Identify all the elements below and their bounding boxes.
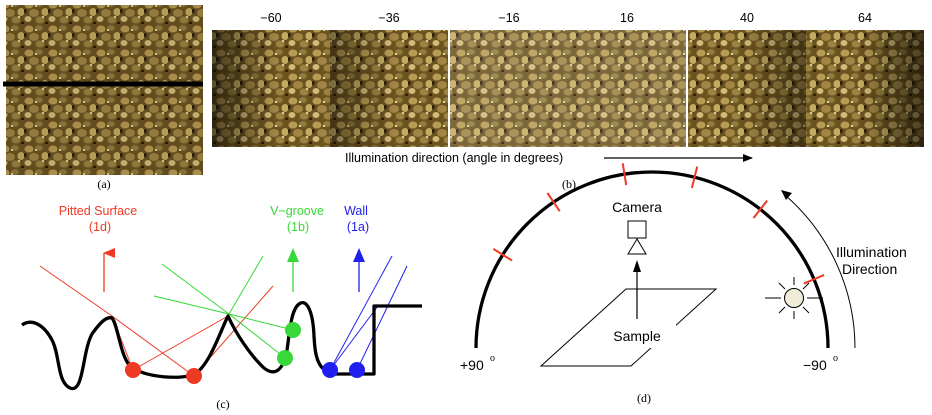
- illumination-label-line1: Illumination: [836, 244, 907, 260]
- vgroove-title: V−groove: [270, 204, 324, 218]
- illumination-angle-label: 40: [740, 11, 754, 25]
- illumination-arc: [474, 170, 830, 349]
- vgroove-highlight-dot: [277, 350, 293, 366]
- illumination-angle-label: −60: [260, 11, 281, 25]
- arc-tick: [546, 192, 561, 212]
- panel-b-caption: (b): [562, 177, 576, 191]
- pitted-surface-title: Pitted Surface: [59, 204, 138, 218]
- vgroove-ref: (1b): [287, 220, 309, 234]
- illumination-angle-label: −16: [498, 11, 519, 25]
- panel-c-caption: (c): [216, 397, 229, 411]
- pitted-surface-ref: (1d): [89, 220, 111, 234]
- illumination-angle-label: 64: [858, 11, 872, 25]
- illumination-thumbnail: 64: [806, 11, 924, 147]
- panel-b: −60 −36 −16 16 40 64 Illumination direction (…: [212, 11, 924, 191]
- sample-label: Sample: [613, 328, 661, 344]
- illumination-thumbnail: −16: [450, 11, 568, 147]
- illumination-thumbnail: −60: [212, 11, 330, 147]
- illumination-thumbnail: 16: [568, 11, 686, 147]
- vgroove-highlight-dot: [285, 322, 301, 338]
- illumination-direction-arrow: [784, 194, 856, 349]
- wall-highlight-dot: [322, 362, 338, 378]
- panel-a-caption: (a): [97, 177, 110, 191]
- camera-label: Camera: [612, 199, 662, 215]
- arc-tick: [492, 248, 513, 262]
- illumination-label-line2: Direction: [842, 261, 897, 277]
- minus-90-label: −90: [803, 357, 827, 373]
- illumination-thumbnail: −36: [330, 11, 448, 147]
- illumination-thumbnail: 40: [688, 11, 806, 147]
- pitted-highlight-dot: [186, 368, 202, 384]
- panel-d: Camera Sample Illumination Direction +90…: [460, 163, 907, 405]
- arc-tick: [803, 274, 825, 285]
- vgroove-reflection-lines: [153, 255, 294, 359]
- plus-90-label: +90: [460, 357, 484, 373]
- arc-tick: [621, 163, 628, 186]
- texture-sample-image: [6, 5, 203, 175]
- illumination-angle-label: −36: [378, 11, 399, 25]
- pitted-highlight-dot: [125, 362, 141, 378]
- camera-icon: [627, 220, 647, 239]
- panel-a: (a): [3, 5, 203, 191]
- arc-tick-marks: [492, 163, 825, 285]
- arc-tick: [690, 166, 699, 189]
- illumination-axis-label: Illumination direction (angle in degrees…: [345, 151, 563, 165]
- illumination-image-row: −60 −36 −16 16 40 64: [212, 11, 924, 147]
- wall-title: Wall: [344, 204, 368, 218]
- minus-90-degree: o: [833, 353, 838, 364]
- wall-reflection-lines: [329, 255, 408, 371]
- arc-tick: [752, 200, 768, 219]
- wall-highlight-dot: [349, 362, 365, 378]
- panel-c: Pitted Surface (1d) V−groove (1b) Wall (…: [21, 204, 422, 411]
- light-source-icon: [765, 277, 823, 319]
- plus-90-degree: o: [490, 353, 495, 364]
- panel-d-caption: (d): [637, 391, 651, 405]
- wall-ref: (1a): [347, 220, 369, 234]
- illumination-angle-label: 16: [620, 11, 634, 25]
